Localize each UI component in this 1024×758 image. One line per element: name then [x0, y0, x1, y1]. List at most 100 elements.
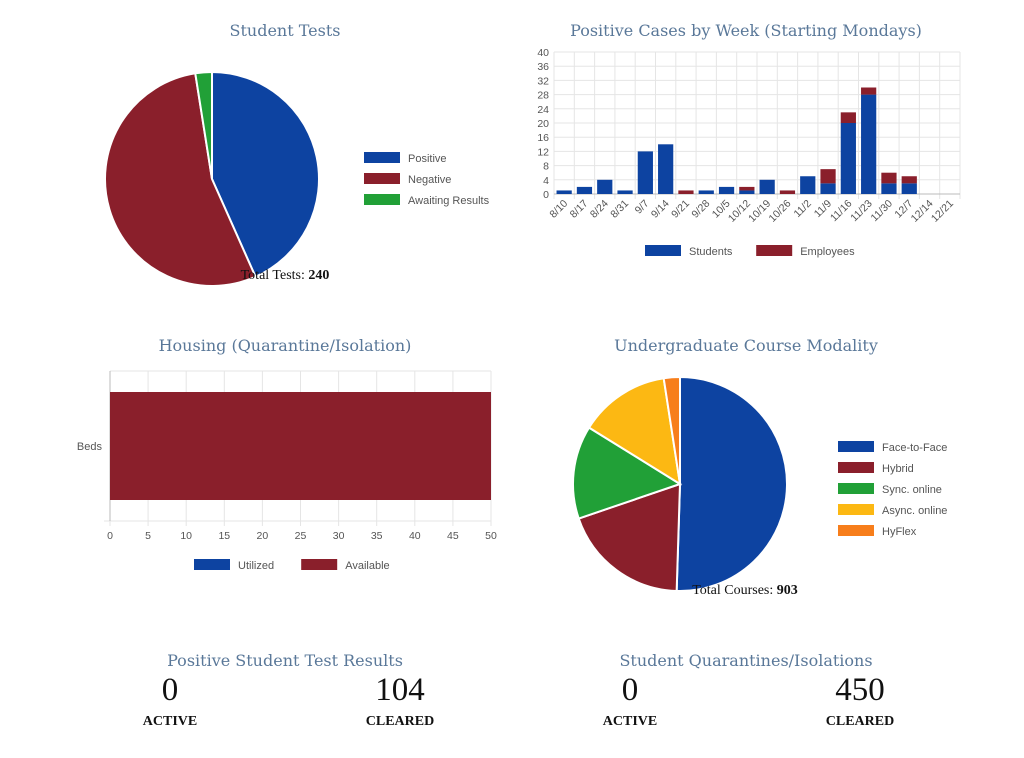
x-tick-label: 9/7	[633, 198, 652, 217]
course-modality-slice-0	[675, 375, 788, 592]
x-tick-label: 10/12	[726, 198, 753, 225]
x-tick-label: 35	[371, 530, 383, 542]
housing-legend-swatch-0	[194, 559, 230, 570]
course-modality-slice-3	[587, 377, 682, 486]
bar-students-11/2	[800, 176, 816, 194]
x-tick-label: 8/17	[568, 198, 591, 221]
bar-students-9/14	[658, 144, 674, 194]
housing-legend-swatch-1	[301, 559, 338, 570]
bar-employees-10/26	[779, 190, 796, 194]
course-modality-legend-swatch-3	[838, 504, 874, 515]
bar-students-9/7	[637, 151, 653, 194]
y-tick-label: 16	[537, 132, 549, 144]
bar-students-8/10	[556, 190, 572, 194]
bar-students-11/16	[840, 123, 856, 194]
bar-employees-12/7	[901, 176, 917, 184]
bar-students-8/31	[617, 190, 633, 194]
course-modality-panel: Undergraduate Course Modality Face-to-Fa…	[540, 333, 980, 603]
bar-students-10/5	[718, 186, 735, 194]
y-tick-label: 40	[537, 47, 549, 59]
course-modality-total-label: Total Courses:	[692, 583, 774, 598]
positive-cases-title: Positive Cases by Week (Starting Mondays…	[570, 21, 922, 40]
bar-students-8/24	[597, 179, 613, 194]
positive-cases-grid	[553, 51, 961, 199]
positive-cleared-value: 104	[375, 672, 425, 708]
student-tests-slice-2	[194, 70, 213, 180]
course-modality-total: Total Courses: 903	[650, 583, 840, 599]
student-tests-total: Total Tests: 240	[190, 268, 380, 284]
x-tick-label: 5	[145, 530, 151, 542]
x-tick-label: 12/14	[909, 198, 936, 225]
positive-cases-legend-label-1: Employees	[800, 246, 855, 258]
y-tick-label: 8	[543, 161, 549, 173]
x-tick-label: 45	[447, 530, 459, 542]
x-tick-label: 9/28	[689, 198, 712, 221]
positive-results-stats: Positive Student Test Results 0 ACTIVE 1…	[100, 648, 500, 748]
quarantine-stats: Student Quarantines/Isolations 0 ACTIVE …	[560, 648, 960, 748]
positive-results-title: Positive Student Test Results	[167, 651, 403, 670]
student-tests-total-value: 240	[308, 268, 330, 283]
x-tick-label: 11/16	[828, 198, 855, 225]
positive-active-label: ACTIVE	[142, 714, 198, 729]
student-tests-slice-1	[104, 72, 257, 287]
x-tick-label: 9/21	[669, 198, 692, 221]
quarantine-active-value: 0	[621, 672, 639, 708]
housing-panel: Housing (Quarantine/Isolation) 0 5 10 15 20 2…	[60, 333, 510, 583]
bar-employees-9/21	[678, 190, 694, 194]
quarantine-active-label: ACTIVE	[602, 714, 658, 729]
quarantine-cleared-value: 450	[835, 672, 885, 708]
course-modality-legend-swatch-2	[838, 483, 874, 494]
positive-cases-legend-swatch-1	[756, 245, 793, 256]
x-tick-label: 12/21	[929, 198, 956, 225]
bar-students-11/30	[881, 183, 897, 194]
x-tick-label: 50	[485, 530, 497, 542]
y-tick-label: 32	[537, 75, 549, 87]
quarantine-cleared-label: CLEARED	[825, 714, 895, 729]
y-tick-label: 0	[543, 189, 549, 201]
student-tests-legend-label-2: Awaiting Results	[408, 195, 490, 207]
student-tests-panel: Student Tests Positive Negative Awaiting R…	[80, 18, 490, 298]
course-modality-legend-label-0: Face-to-Face	[882, 442, 947, 454]
bar-employees-11/9	[820, 169, 836, 184]
bar-employees-11/30	[881, 172, 897, 184]
x-tick-label: 10/26	[767, 198, 794, 225]
x-tick-label: 11/23	[848, 198, 875, 225]
bar-students-10/12	[739, 190, 755, 194]
housing-title: Housing (Quarantine/Isolation)	[158, 336, 412, 355]
bar-students-9/28	[698, 190, 714, 194]
student-tests-legend-swatch-0	[364, 152, 400, 163]
x-tick-label: 20	[257, 530, 269, 542]
course-modality-legend-label-1: Hybrid	[882, 463, 914, 475]
student-tests-legend-swatch-2	[364, 194, 400, 205]
x-tick-label: 40	[409, 530, 421, 542]
course-modality-legend-label-4: HyFlex	[882, 526, 917, 538]
y-tick-label: 24	[537, 104, 549, 116]
student-tests-title: Student Tests	[229, 21, 341, 40]
positive-cases-legend-swatch-0	[645, 245, 681, 256]
student-tests-legend-label-0: Positive	[408, 153, 447, 165]
x-tick-label: 15	[218, 530, 230, 542]
course-modality-slice-4	[662, 375, 681, 485]
quarantine-title: Student Quarantines/Isolations	[619, 651, 873, 670]
bar-students-11/23	[861, 94, 877, 194]
x-tick-label: 11/30	[869, 198, 896, 225]
positive-cases-legend-label-0: Students	[689, 246, 733, 258]
student-tests-pie: Positive Negative Awaiting Results	[104, 70, 490, 287]
x-tick-label: 0	[107, 530, 113, 542]
course-modality-legend-label-3: Async. online	[882, 505, 947, 517]
y-tick-label: 4	[543, 175, 549, 187]
x-tick-label: 10	[180, 530, 192, 542]
x-tick-label: 8/31	[608, 198, 631, 221]
housing-chart: 0 5 10 15 20 25 30 35 40 45 50 Beds Utilized Availabl…	[77, 370, 497, 572]
course-modality-legend-label-2: Sync. online	[882, 484, 942, 496]
bar-students-12/7	[901, 183, 917, 194]
course-modality-legend-swatch-1	[838, 462, 874, 473]
course-modality-title: Undergraduate Course Modality	[614, 336, 878, 355]
course-modality-slice-2	[572, 426, 683, 520]
x-tick-label: 25	[295, 530, 307, 542]
bar-employees-11/16	[840, 112, 856, 123]
positive-cases-panel: Positive Cases by Week (Starting Mondays…	[520, 18, 980, 268]
course-modality-legend-swatch-0	[838, 441, 874, 452]
positive-active-value: 0	[161, 672, 179, 708]
